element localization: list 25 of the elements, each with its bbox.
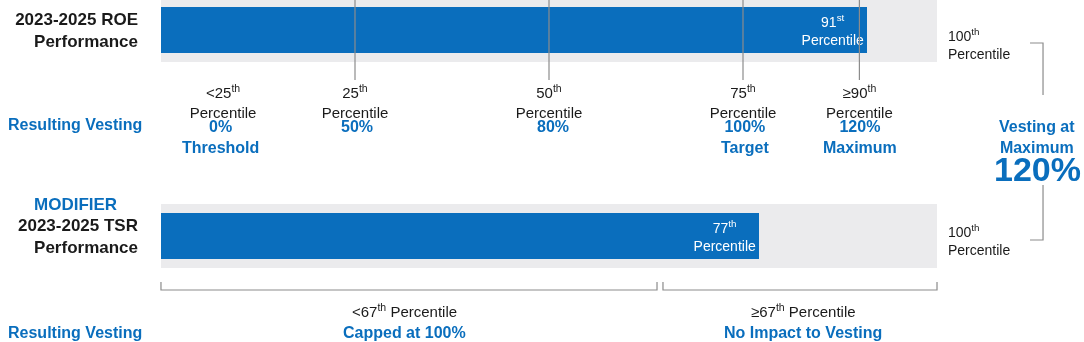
data-label: 77$^{th}$ Percentile (693, 217, 756, 255)
x-tick-label: <25$^{th}$ Percentile (189, 81, 257, 121)
y-tick-label: 2023-2025 ROE Performance (15, 9, 138, 51)
x-tick-label: 50$^{th}$ Percentile (515, 81, 583, 121)
data-label: 91$^{st}$ Percentile (801, 11, 864, 49)
x-tick-label: ≥90$^{th}$ Percentile (826, 81, 893, 121)
annotation: 0% Threshold (182, 118, 260, 156)
annotation: <67$^{th}$ Percentile (352, 301, 458, 321)
annotation: Capped at 100% (343, 324, 466, 341)
text: Resulting Vesting (8, 116, 143, 133)
x-tick-label: 25$^{th}$ Percentile (321, 81, 389, 121)
text: Resulting Vesting (8, 324, 143, 341)
y-tick-label: 2023-2025 TSR Performance (17, 215, 138, 257)
text: 100$^{th}$ Percentile (948, 26, 1011, 63)
bar (161, 7, 867, 53)
annotation: No Impact to Vesting (724, 324, 883, 341)
annotation: 100% Target (721, 118, 770, 156)
annotation: 120% Maximum (823, 118, 897, 156)
x-tick-label: 75$^{th}$ Percentile (709, 81, 777, 121)
annotation: 50% (341, 118, 374, 135)
annotation: 80% (537, 118, 570, 135)
text: MODIFIER (34, 195, 118, 214)
annotation: ≥67$^{th}$ Percentile (751, 301, 856, 321)
bar (161, 213, 759, 259)
text: 100$^{th}$ Percentile (948, 222, 1011, 259)
